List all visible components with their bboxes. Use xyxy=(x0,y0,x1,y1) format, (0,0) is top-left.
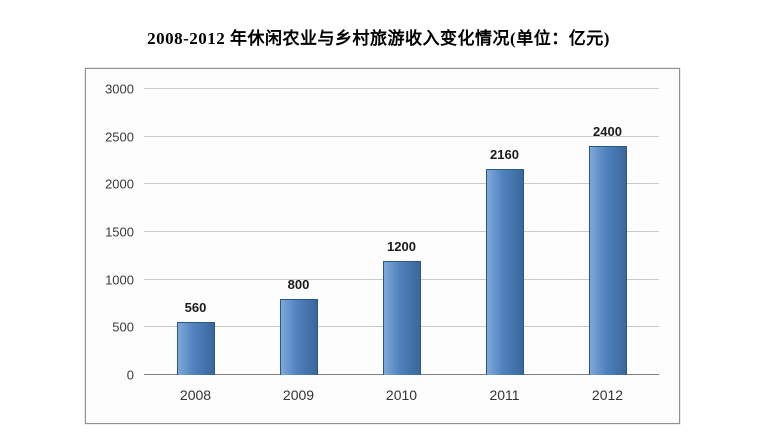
gridline xyxy=(144,231,659,232)
y-tick-label: 2000 xyxy=(105,176,134,192)
bar xyxy=(485,169,524,375)
bars-layer: 560 800 1200 2160 2400 xyxy=(144,89,659,375)
x-tick-label: 2010 xyxy=(385,387,418,403)
x-tick-label: 2012 xyxy=(591,387,624,403)
bar-column: 800 xyxy=(247,89,350,375)
gridline xyxy=(144,183,659,185)
plot-area: 0 500 1000 1500 2000 2500 3000 560 800 1200 2160 2… xyxy=(105,82,659,403)
x-tick-label: 2008 xyxy=(179,387,212,403)
y-tick-label: 2500 xyxy=(105,129,134,145)
bar-column: 560 xyxy=(144,89,247,375)
bar-column: 1200 xyxy=(350,89,453,375)
bar-value-label: 1200 xyxy=(387,238,416,254)
bar-value-label: 2160 xyxy=(490,147,519,163)
x-axis-tick-labels: 2008 2009 2010 2011 2012 xyxy=(144,375,659,409)
bar xyxy=(382,260,421,375)
chart-title: 2008-2012 年休闲农业与乡村旅游收入变化情况(单位：亿元) xyxy=(147,29,610,48)
x-tick-label: 2009 xyxy=(282,387,315,403)
bar xyxy=(588,146,627,375)
bar-column: 2160 xyxy=(453,89,556,375)
bar xyxy=(176,321,215,375)
gridline xyxy=(144,135,659,137)
y-axis-tick-labels: 0 500 1000 1500 2000 2500 3000 xyxy=(105,82,659,383)
y-tick-label: 500 xyxy=(112,319,134,335)
bar-value-label: 2400 xyxy=(593,124,622,140)
bar-value-label: 560 xyxy=(184,299,207,315)
bar-column: 2400 xyxy=(556,89,659,375)
y-tick-label: 3000 xyxy=(105,81,134,97)
gridline xyxy=(144,88,659,89)
x-tick-label: 2011 xyxy=(489,387,520,403)
bar xyxy=(279,298,318,375)
chart-frame: 0 500 1000 1500 2000 2500 3000 560 800 1200 2160 2… xyxy=(85,68,680,424)
y-tick-label: 1500 xyxy=(105,224,134,240)
y-tick-label: 1000 xyxy=(105,272,134,288)
y-tick-label: 0 xyxy=(126,367,134,383)
bar-value-label: 800 xyxy=(287,276,310,292)
